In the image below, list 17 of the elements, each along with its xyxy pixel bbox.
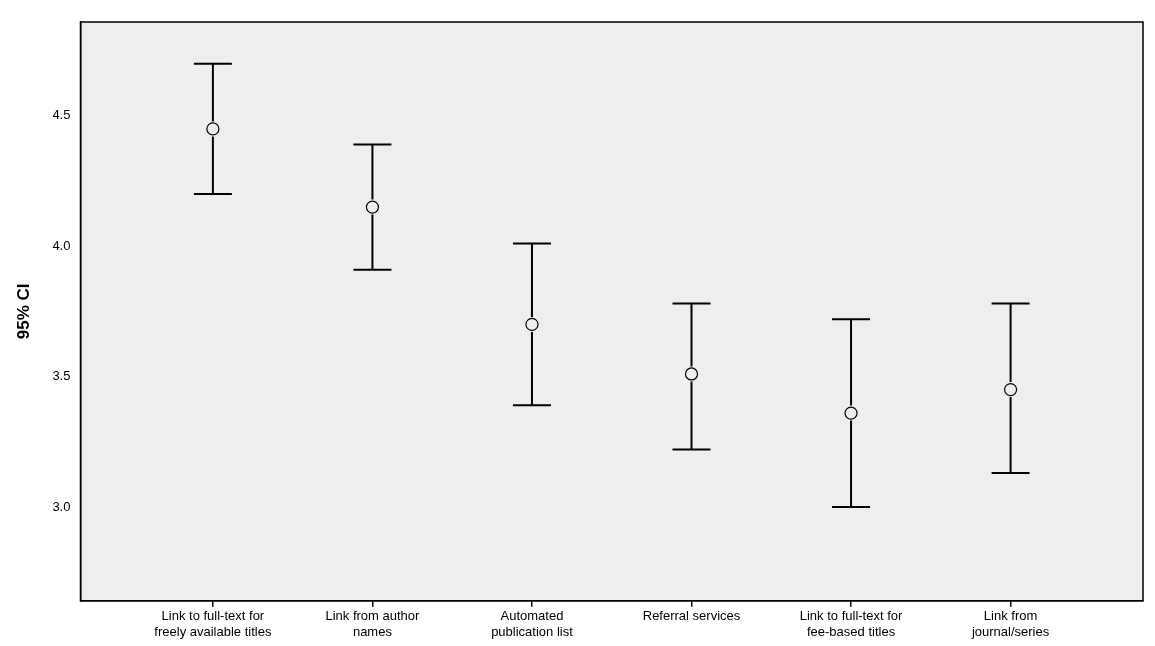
- x-tick-label: Automated publication list: [491, 608, 574, 639]
- x-tick-label: Referral services: [642, 608, 741, 624]
- point: [1003, 383, 1018, 397]
- x-tick-label: Link to full-text for fee-based titles: [799, 608, 904, 639]
- y-tick-label: 4.5: [52, 107, 71, 123]
- x-tick-label: Link from journal/series: [970, 608, 1050, 639]
- point: [365, 200, 380, 214]
- point: [844, 406, 858, 420]
- y-tick-label: 3.5: [52, 368, 71, 384]
- x-tick-label: Link from author names: [325, 608, 421, 639]
- y-tick-label: 4.0: [52, 237, 71, 253]
- y-tick-label: 3.0: [52, 498, 71, 514]
- point: [684, 367, 699, 381]
- point: [206, 122, 220, 136]
- point: [525, 317, 539, 332]
- y-axis-title: 95% CI: [13, 283, 33, 340]
- x-tick-label: Link to full-text for freely available titles: [154, 608, 272, 639]
